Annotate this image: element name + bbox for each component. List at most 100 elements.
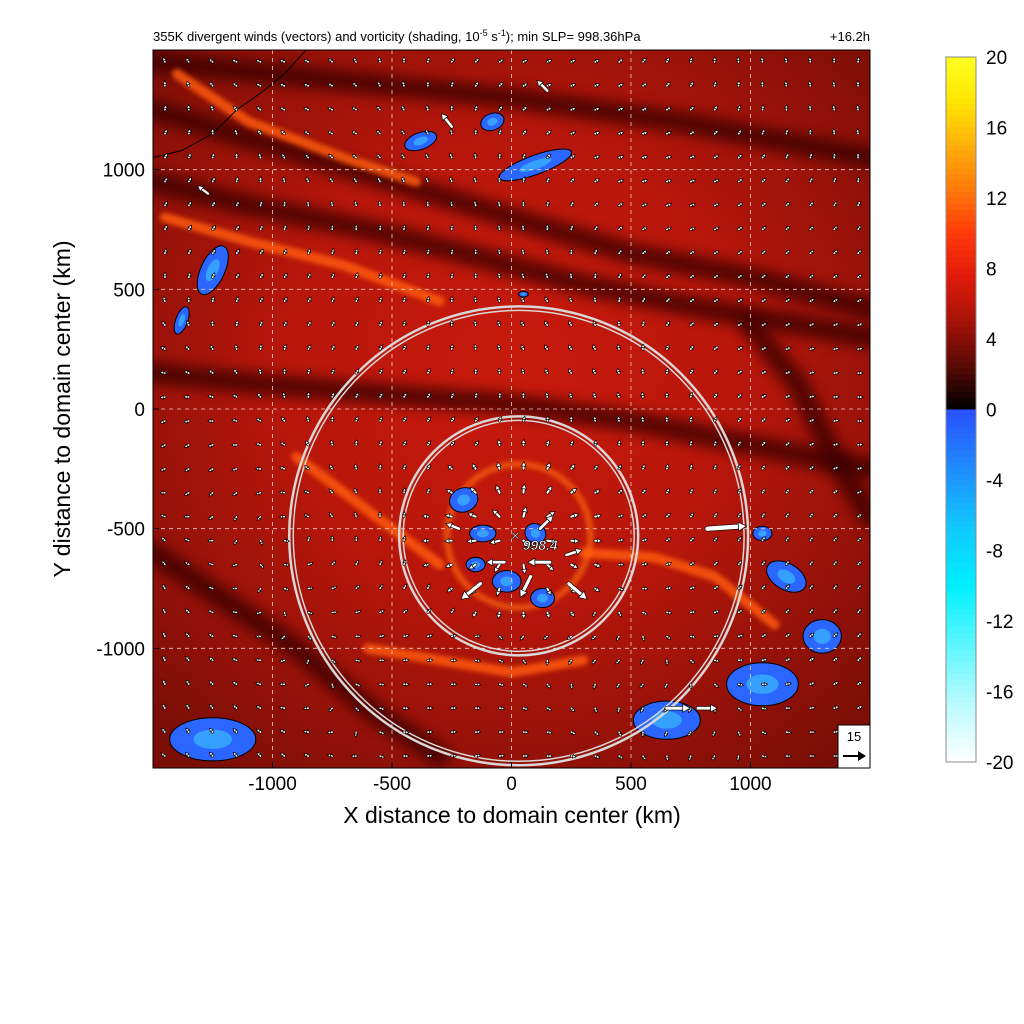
x-tick-label: -1000	[248, 774, 297, 795]
wind-vector	[259, 272, 264, 279]
colorbar-segment	[946, 438, 976, 446]
range-circle-inner	[292, 309, 745, 763]
wind-vector	[856, 224, 862, 231]
wind-vector	[496, 343, 502, 351]
wind-vector	[640, 319, 646, 327]
wind-vector	[664, 463, 670, 471]
wind-vector	[474, 729, 482, 735]
wind-vector	[785, 753, 793, 759]
wind-vector	[689, 274, 696, 279]
wind-vector	[259, 296, 264, 303]
wind-vector	[378, 583, 384, 590]
wind-vector	[808, 346, 816, 352]
wind-vector	[306, 223, 311, 231]
wind-vector	[259, 248, 264, 255]
wind-vector	[279, 106, 286, 112]
colorbar-segment	[946, 309, 976, 316]
wind-vector	[231, 393, 239, 399]
wind-vector	[425, 80, 431, 88]
wind-vector	[832, 298, 840, 303]
wind-vector	[330, 585, 338, 590]
wind-vector	[784, 346, 792, 352]
wind-vector	[569, 154, 576, 160]
wind-vector	[163, 200, 168, 207]
colorbar-segment	[946, 409, 976, 416]
wind-vector	[471, 462, 478, 471]
forecast-time-label: +16.2h	[830, 29, 870, 44]
colorbar-segment	[946, 239, 976, 246]
wind-vector	[305, 440, 310, 447]
colorbar-segment	[946, 397, 976, 405]
wind-vector	[665, 561, 673, 567]
colorbar-segment	[946, 626, 976, 634]
dark-streak	[739, 314, 870, 528]
wind-vector	[425, 199, 431, 207]
wind-vector	[569, 177, 576, 184]
wind-vector	[783, 104, 789, 112]
wind-vector	[283, 562, 291, 567]
wind-vector	[808, 681, 816, 687]
wind-vector	[761, 657, 768, 663]
wind-vector	[737, 560, 743, 566]
wind-vector	[426, 753, 434, 759]
reference-arrow-icon	[843, 751, 866, 761]
wind-vector	[522, 753, 530, 759]
wind-vector	[257, 129, 262, 136]
wind-vector	[545, 485, 553, 495]
wind-vector	[254, 466, 262, 472]
wind-vector	[474, 81, 479, 88]
colorbar-segment	[946, 151, 976, 158]
wind-vector	[520, 483, 528, 495]
colorbar-segment	[946, 174, 976, 181]
negative-vorticity-core	[193, 729, 233, 749]
wind-vector	[617, 272, 622, 279]
wind-vector	[761, 730, 768, 735]
colorbar-tick-label: 8	[986, 260, 997, 281]
wind-vector	[496, 610, 502, 620]
wind-vector	[303, 513, 310, 519]
wind-vector	[329, 415, 335, 423]
wind-vector	[232, 82, 239, 88]
colorbar-segment	[946, 756, 976, 763]
wind-vector	[520, 223, 526, 231]
wind-vector	[450, 705, 458, 711]
wind-vector	[426, 633, 434, 639]
wind-vector	[354, 271, 359, 279]
colorbar-tick-label: 4	[986, 330, 997, 351]
wind-vector	[378, 559, 383, 566]
colorbar-segment	[946, 315, 976, 322]
wind-vector	[402, 343, 407, 351]
wind-vector	[353, 223, 359, 231]
wind-vector	[641, 273, 647, 279]
wind-vector	[855, 56, 861, 64]
wind-vector	[544, 223, 550, 231]
wind-vector	[330, 682, 335, 690]
wind-vector	[184, 467, 191, 473]
colorbar-segment	[946, 685, 976, 692]
wind-vector	[163, 224, 168, 231]
wind-vector	[856, 273, 863, 279]
wind-vector	[254, 657, 262, 663]
colorbar-segment	[946, 339, 976, 346]
wind-vector	[402, 463, 407, 471]
colorbar-segment	[946, 574, 976, 581]
wind-vector	[760, 104, 766, 112]
wind-vector	[737, 416, 743, 423]
wind-vector	[832, 559, 838, 566]
wind-vector	[593, 130, 601, 136]
wind-vector	[376, 153, 382, 160]
wind-vector	[713, 536, 719, 542]
wind-vector	[737, 274, 744, 279]
wind-vector	[832, 632, 839, 638]
wind-vector	[497, 247, 502, 255]
wind-vector	[640, 415, 646, 423]
colorbar-segment	[946, 86, 976, 93]
wind-vector	[520, 344, 525, 351]
wind-vector	[737, 609, 744, 614]
wind-vector	[664, 367, 670, 375]
wind-vector	[568, 344, 573, 351]
wind-vector	[855, 151, 861, 160]
wind-vector	[808, 583, 814, 590]
chart-title: 355K divergent winds (vectors) and vorti…	[153, 28, 641, 44]
wind-vector	[186, 320, 191, 327]
